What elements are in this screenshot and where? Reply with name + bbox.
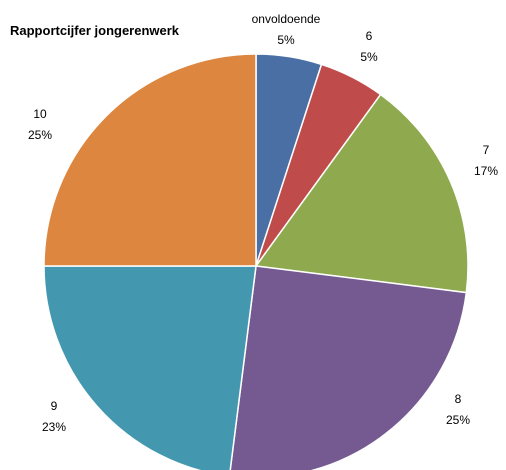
slice-label-name-6: 6	[366, 29, 373, 43]
pie-slice-7	[254, 93, 469, 294]
slice-label-value-8: 25%	[446, 413, 470, 427]
slice-label-name-10: 10	[33, 107, 47, 121]
pie-slice-9	[43, 265, 257, 470]
slice-label-name-8: 8	[455, 392, 462, 406]
slice-label-value-9: 23%	[42, 420, 66, 434]
slice-label-name-7: 7	[483, 143, 490, 157]
chart-title: Rapportcijfer jongerenwerk	[10, 23, 180, 38]
slice-label-name-onvoldoende: onvoldoende	[252, 12, 321, 26]
pie-slice-8	[229, 265, 468, 470]
pie-slices	[43, 53, 469, 470]
slice-label-name-9: 9	[51, 399, 58, 413]
pie-labels: onvoldoende 5% 6 5% 7 17% 8 25% 9 23% 10 25%	[28, 12, 498, 434]
slice-label-value-onvoldoende: 5%	[277, 33, 295, 47]
slice-label-value-10: 25%	[28, 128, 52, 142]
pie-slice-10	[43, 53, 257, 267]
slice-label-value-6: 5%	[360, 50, 378, 64]
slice-label-value-7: 17%	[474, 164, 498, 178]
